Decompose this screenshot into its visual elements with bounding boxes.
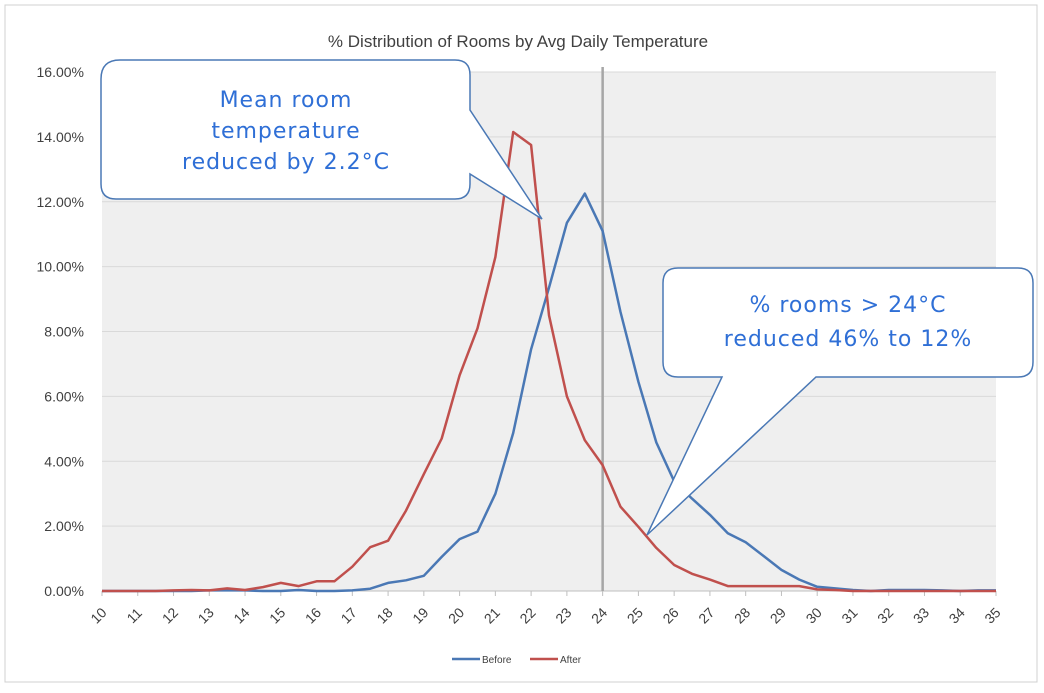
callout-mean-line-3: reduced by 2.2°C bbox=[182, 150, 390, 175]
callout-bubble-rooms bbox=[646, 267, 1034, 536]
y-tick-label: 2.00% bbox=[44, 518, 84, 534]
y-tick-label: 4.00% bbox=[44, 453, 84, 469]
chart-title: % Distribution of Rooms by Avg Daily Tem… bbox=[328, 32, 708, 51]
series-lines bbox=[102, 130, 996, 593]
gridlines bbox=[102, 71, 996, 592]
callout-mean-line-2: temperature bbox=[211, 119, 360, 144]
y-tick-label: 0.00% bbox=[44, 583, 84, 599]
legend-label-before: Before bbox=[482, 655, 512, 666]
y-tick-label: 10.00% bbox=[37, 259, 84, 275]
y-tick-label: 8.00% bbox=[44, 324, 84, 340]
callouts: Mean room temperature reduced by 2.2°C %… bbox=[100, 59, 1034, 536]
y-axis-ticks: 0.00% 2.00% 4.00% 6.00% 8.00% 10.00% 12.00% 14.… bbox=[37, 64, 84, 599]
callout-mean-line-1: Mean room bbox=[220, 88, 353, 113]
legend: Before After bbox=[452, 655, 582, 666]
callout-rooms-line-1: % rooms > 24°C bbox=[749, 293, 946, 318]
series-line-after bbox=[102, 130, 996, 593]
y-tick-label: 14.00% bbox=[37, 129, 84, 145]
callout-bubble-mean bbox=[100, 59, 543, 220]
y-tick-label: 12.00% bbox=[37, 194, 84, 210]
legend-label-after: After bbox=[560, 655, 582, 666]
callout-rooms-line-2: reduced 46% to 12% bbox=[724, 327, 972, 352]
y-tick-label: 6.00% bbox=[44, 388, 84, 404]
y-tick-label: 16.00% bbox=[37, 64, 84, 80]
